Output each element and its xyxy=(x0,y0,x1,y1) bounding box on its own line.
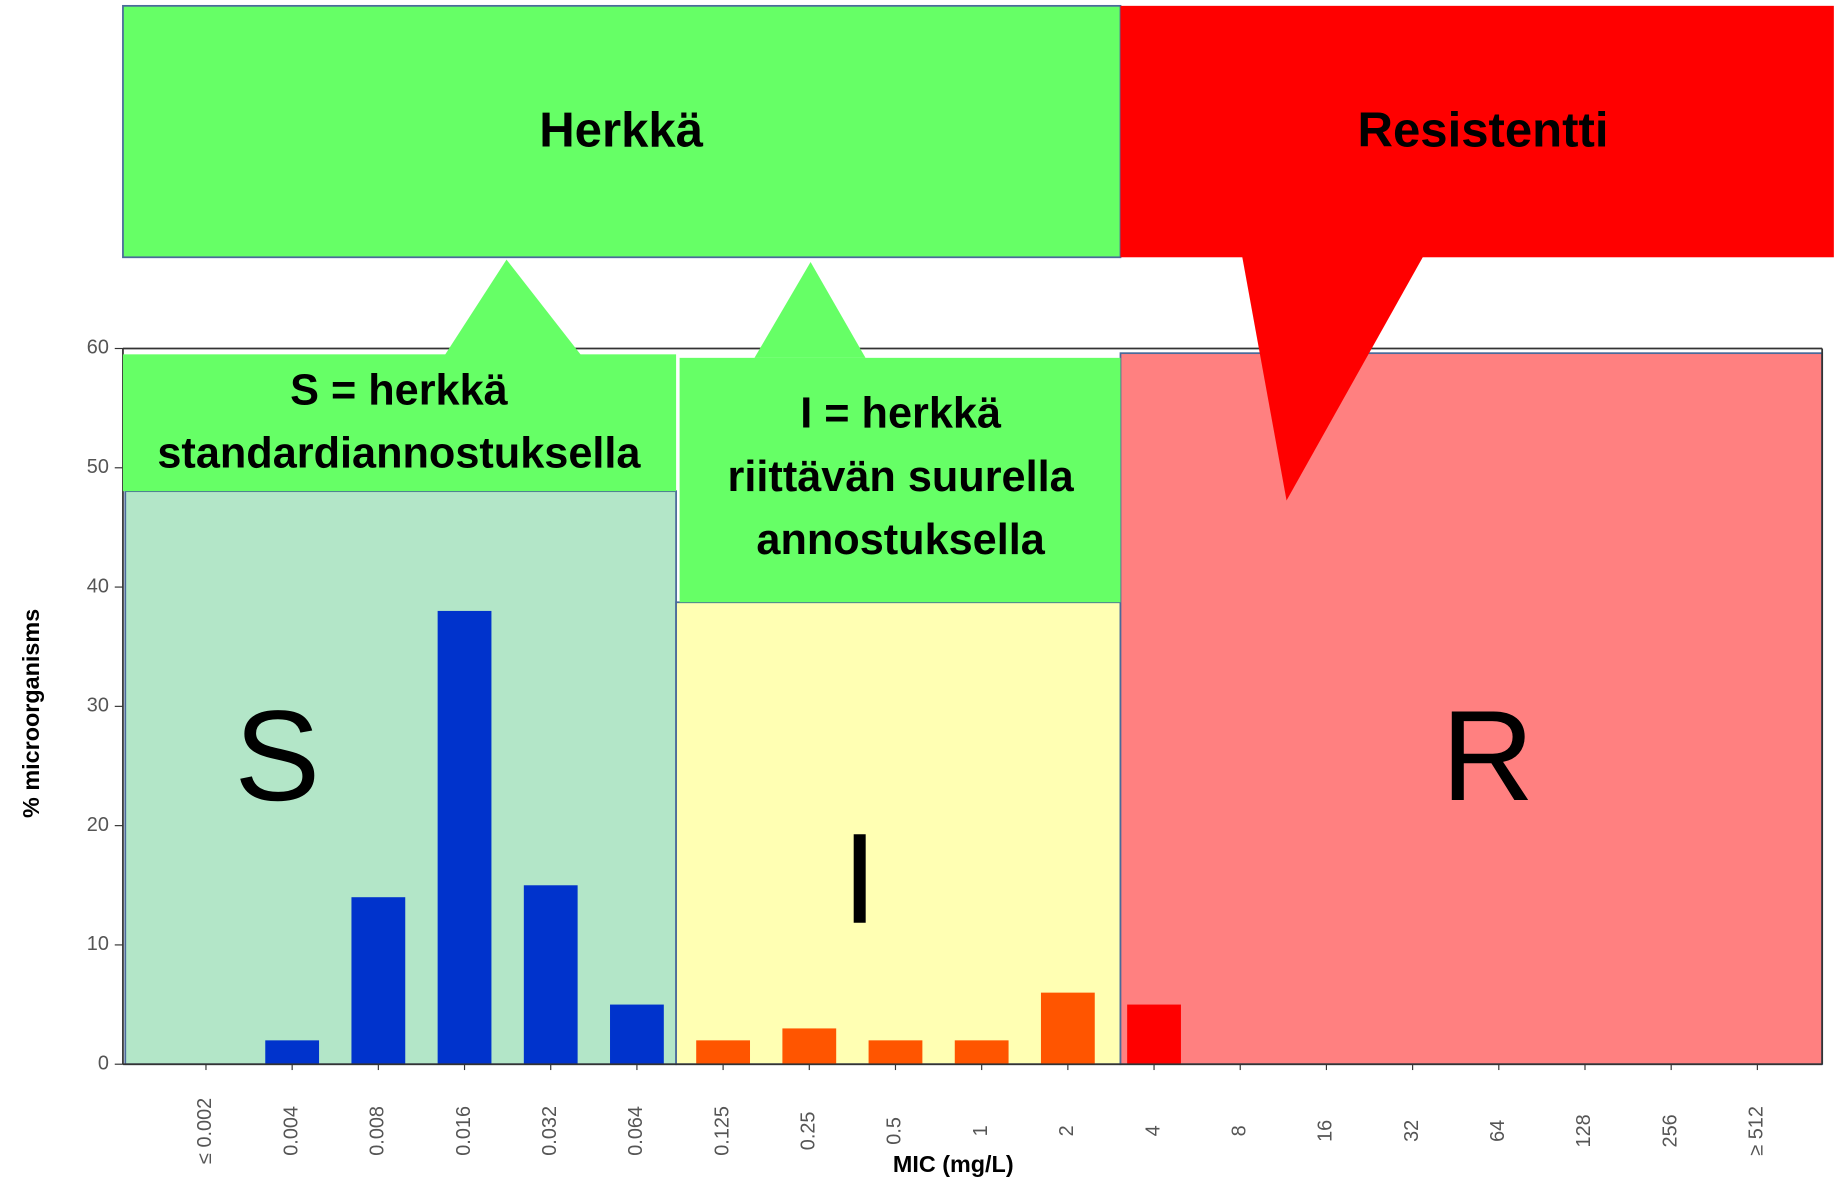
y-tick-label: 50 xyxy=(87,456,109,478)
resistant-header: Resistentti xyxy=(1357,103,1608,157)
x-tick-label: 0.016 xyxy=(453,1106,475,1156)
x-tick-label: 8 xyxy=(1228,1125,1250,1136)
x-tick-label: 0.125 xyxy=(711,1106,733,1156)
r-region xyxy=(1119,352,1824,1066)
bar xyxy=(351,897,406,1065)
bar xyxy=(265,1040,320,1065)
x-axis-label: MIC (mg/L) xyxy=(893,1151,1014,1177)
i-region xyxy=(675,601,1122,1066)
susceptible-header: Herkkä xyxy=(539,103,704,157)
x-tick-label: 0.5 xyxy=(884,1117,906,1145)
bar xyxy=(868,1040,923,1065)
x-tick-label: 1 xyxy=(970,1125,992,1136)
x-tick-label: 256 xyxy=(1659,1114,1681,1147)
bar xyxy=(437,610,492,1065)
susceptible-header-box xyxy=(122,4,1122,259)
bar xyxy=(954,1040,1009,1065)
resistant-callout xyxy=(1242,256,1424,501)
i-box-text: annostuksella xyxy=(756,516,1045,564)
x-tick-label: 0.004 xyxy=(280,1106,302,1156)
x-tick-label: 2 xyxy=(1056,1125,1078,1136)
bar xyxy=(1040,992,1095,1065)
x-tick-label: 16 xyxy=(1315,1120,1337,1142)
x-tick-label: ≥ 512 xyxy=(1746,1106,1768,1156)
y-tick-label: 20 xyxy=(87,814,109,836)
x-tick-label: 4 xyxy=(1142,1125,1164,1136)
i-callout xyxy=(754,261,866,358)
r-letter: R xyxy=(1441,685,1534,828)
resistant-header-box xyxy=(1120,5,1834,258)
y-tick-label: 0 xyxy=(98,1052,109,1074)
bar xyxy=(696,1040,751,1065)
bar xyxy=(782,1028,837,1065)
y-axis-label: % microorganisms xyxy=(18,609,44,818)
bar xyxy=(523,885,578,1065)
x-tick-label: 128 xyxy=(1573,1114,1595,1147)
i-letter: I xyxy=(842,808,878,951)
s-box-text: standardiannostuksella xyxy=(157,430,641,478)
x-tick-label: 0.25 xyxy=(798,1112,820,1151)
y-tick-label: 30 xyxy=(87,695,109,717)
s-callout xyxy=(444,259,582,356)
y-tick-label: 10 xyxy=(87,933,109,955)
i-box-text: riittävän suurella xyxy=(728,453,1075,501)
y-tick-label: 40 xyxy=(87,575,109,597)
s-box-text: S = herkkä xyxy=(290,366,509,414)
s-box xyxy=(122,354,677,492)
y-tick-label: 60 xyxy=(87,337,109,359)
x-tick-label: 0.064 xyxy=(625,1106,647,1156)
bar xyxy=(610,1004,664,1065)
i-box-text: I = herkkä xyxy=(800,390,1002,438)
x-tick-label: 0.008 xyxy=(367,1106,389,1156)
i-box xyxy=(679,357,1121,603)
x-tick-label: 0.032 xyxy=(539,1106,561,1156)
x-tick-label: 64 xyxy=(1487,1120,1509,1142)
x-tick-label: ≤ 0.002 xyxy=(194,1098,216,1164)
s-letter: S xyxy=(234,685,320,828)
bar xyxy=(1127,1004,1181,1065)
x-tick-label: 32 xyxy=(1401,1120,1423,1142)
